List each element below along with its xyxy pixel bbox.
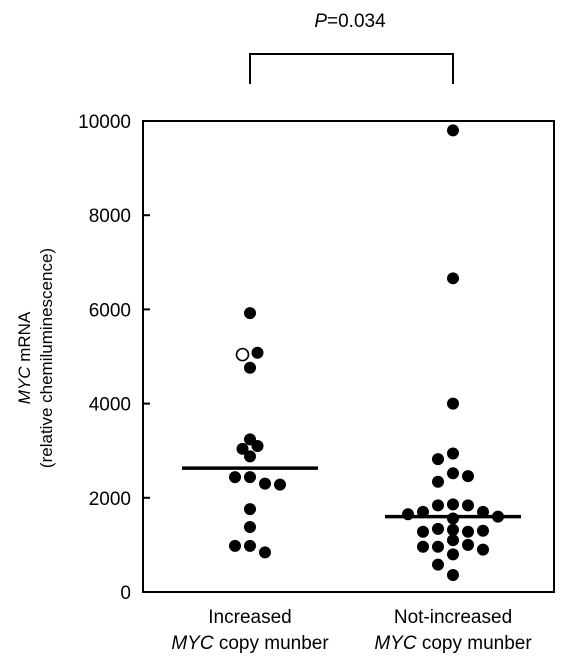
data-point bbox=[477, 505, 489, 518]
data-point bbox=[229, 471, 241, 484]
data-point bbox=[259, 477, 271, 490]
data-point bbox=[244, 450, 256, 463]
data-point bbox=[244, 307, 256, 320]
category-label-line1: Not-increased bbox=[394, 607, 512, 628]
y-axis-label-line2: (relative chemiluminescence) bbox=[37, 248, 56, 468]
data-point bbox=[244, 361, 256, 374]
data-point bbox=[417, 525, 429, 538]
data-point bbox=[447, 569, 459, 582]
p-value-number: =0.034 bbox=[327, 11, 386, 32]
data-point bbox=[402, 508, 414, 521]
y-tick-label: 10000 bbox=[78, 112, 131, 133]
p-value-symbol: P bbox=[314, 11, 327, 32]
category-label-gene: MYC bbox=[171, 633, 214, 654]
data-point bbox=[447, 467, 459, 480]
data-point bbox=[462, 538, 474, 551]
data-point bbox=[447, 534, 459, 547]
category-label-line1: Increased bbox=[208, 607, 291, 628]
significance-bracket bbox=[249, 53, 454, 84]
data-point bbox=[447, 548, 459, 561]
data-point bbox=[244, 471, 256, 484]
data-points bbox=[229, 124, 504, 582]
data-point bbox=[462, 525, 474, 538]
data-point bbox=[432, 475, 444, 488]
y-tick-label: 4000 bbox=[89, 395, 131, 416]
data-point bbox=[251, 439, 264, 452]
data-point bbox=[462, 499, 474, 512]
data-point bbox=[447, 272, 459, 285]
data-point bbox=[447, 498, 459, 511]
y-axis-label-unit: mRNA bbox=[15, 311, 34, 366]
data-point bbox=[229, 539, 241, 552]
data-point bbox=[447, 124, 459, 137]
data-point bbox=[251, 346, 264, 359]
data-point bbox=[417, 540, 429, 553]
data-point bbox=[417, 505, 429, 518]
data-point bbox=[244, 539, 256, 552]
data-point bbox=[492, 510, 504, 523]
category-label-rest: copy munber bbox=[214, 633, 330, 654]
y-tick-label: 6000 bbox=[89, 300, 131, 321]
data-point bbox=[477, 524, 489, 537]
data-point bbox=[259, 546, 271, 559]
data-point bbox=[432, 499, 444, 512]
y-axis-label-line1: MYC mRNA bbox=[15, 311, 34, 404]
y-axis-ticks: 0 2000 4000 6000 8000 10000 bbox=[78, 112, 150, 604]
data-point bbox=[447, 397, 459, 410]
x-axis-category-labels: Increased MYC copy munber Not-increased MYC… bbox=[171, 607, 532, 654]
data-point bbox=[447, 523, 459, 536]
data-point bbox=[432, 453, 444, 466]
data-point bbox=[447, 447, 459, 460]
category-label-line2: MYC copy munber bbox=[171, 633, 329, 654]
data-point bbox=[477, 543, 489, 556]
category-label-line2: MYC copy munber bbox=[374, 633, 532, 654]
data-point bbox=[236, 442, 249, 455]
plot-frame bbox=[142, 120, 555, 593]
y-axis-label-gene: MYC bbox=[15, 366, 34, 405]
data-point bbox=[462, 470, 474, 483]
data-point bbox=[447, 512, 459, 525]
data-point-open bbox=[235, 347, 250, 362]
category-label-gene: MYC bbox=[374, 633, 417, 654]
data-point bbox=[432, 558, 444, 571]
category-label-rest: copy munber bbox=[417, 633, 533, 654]
data-point bbox=[274, 478, 286, 491]
y-axis-label: MYC mRNA (relative chemiluminescence) bbox=[15, 248, 56, 468]
data-point bbox=[432, 540, 444, 553]
y-tick-label: 8000 bbox=[89, 206, 131, 227]
p-value-annotation: P=0.034 bbox=[314, 11, 386, 32]
data-point bbox=[432, 522, 444, 535]
data-point bbox=[244, 521, 256, 534]
y-tick-label: 2000 bbox=[89, 489, 131, 510]
y-tick-label: 0 bbox=[120, 583, 131, 604]
data-point bbox=[244, 503, 256, 516]
